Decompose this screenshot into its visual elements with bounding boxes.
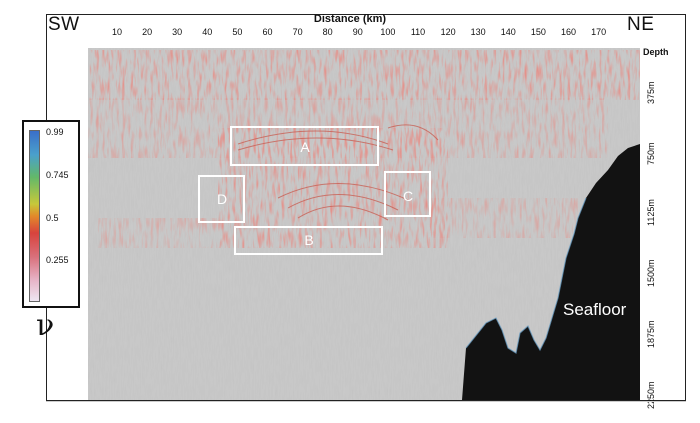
box-b-outline [234, 226, 383, 255]
corner-label-sw: SW [48, 14, 80, 35]
depth-tick-label: 750m [646, 142, 656, 165]
x-tick-label: 60 [262, 27, 273, 37]
box-d-label: D [216, 191, 228, 207]
x-tick-label: 40 [202, 27, 213, 37]
x-axis-title: Distance (km) [313, 13, 387, 25]
colorbar-tick-label: 0.255 [46, 255, 69, 265]
depth-tick-label: 2250m [646, 381, 656, 409]
colorbar-tick-label: 0.99 [46, 127, 64, 137]
box-d-outline [198, 175, 245, 223]
x-tick-label: 10 [111, 27, 123, 37]
x-tick-label: 130 [470, 27, 486, 37]
x-tick-label: 100 [380, 27, 396, 37]
x-tick-label: 50 [232, 27, 243, 37]
corner-label-ne: NE [627, 14, 655, 35]
box-c-outline [384, 171, 431, 217]
x-tick-label: 120 [440, 27, 456, 37]
box-c-label: C [402, 188, 414, 204]
x-tick-label: 140 [500, 27, 516, 37]
depth-tick-label: 1875m [646, 320, 656, 348]
depth-tick-label: 1500m [646, 259, 656, 287]
x-tick-label: 150 [530, 27, 546, 37]
colorbar-tick-label: 0.745 [46, 170, 69, 180]
x-tick-label: 80 [322, 27, 333, 37]
seismic-section [88, 48, 640, 400]
x-tick-label: 20 [142, 27, 153, 37]
x-tick-label: 170 [591, 27, 607, 37]
depth-tick-label: 375m [646, 81, 656, 104]
x-tick-label: 30 [172, 27, 183, 37]
box-a-label: A [300, 139, 310, 155]
seafloor-label: Seafloor [563, 300, 627, 319]
colorbar-symbol: ν [36, 308, 55, 343]
depth-tick-label: 1125m [646, 199, 656, 226]
depth-axis-title: Depth [643, 47, 669, 57]
x-tick-label: 70 [292, 27, 303, 37]
box-a-outline [230, 126, 379, 166]
colorbar-tick-label: 0.5 [46, 213, 59, 223]
x-tick-label: 110 [410, 27, 426, 37]
colorbar-legend: 0.99 0.745 0.5 0.255 [22, 120, 80, 308]
colorbar-gradient [29, 130, 40, 302]
box-b-label: B [304, 232, 314, 248]
x-tick-label: 160 [560, 27, 577, 37]
seafloor-body [462, 144, 640, 400]
x-tick-label: 90 [352, 27, 363, 37]
bottom-rule [46, 401, 686, 402]
